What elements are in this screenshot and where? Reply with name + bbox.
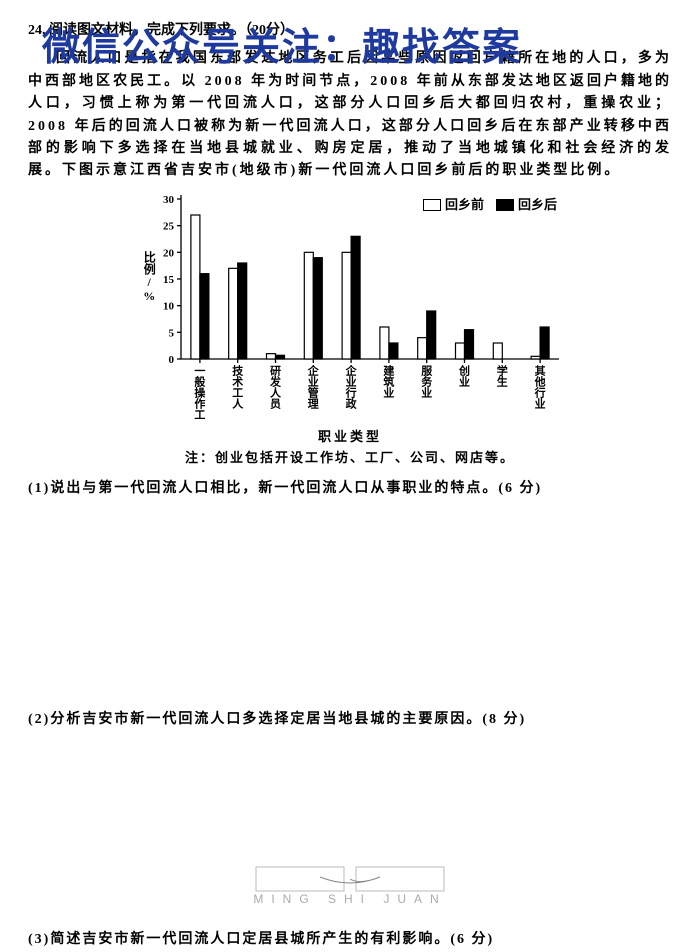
question-number: 24. 阅读图文材料，完成下列要求。（20分） (28, 20, 672, 42)
legend-item: 回乡后 (496, 195, 557, 216)
subquestion-1: (1)说出与第一代回流人口相比，新一代回流人口从事职业的特点。(6 分) (28, 478, 672, 500)
legend-item: 回乡前 (423, 195, 484, 216)
subquestion-3: (3)简述吉安市新一代回流人口定居县城所产生的有利影响。(6 分) (28, 929, 672, 951)
y-axis-label: 比例/% (139, 251, 158, 303)
legend-label: 回乡前 (445, 195, 484, 216)
category-label: 一般操作工 (193, 365, 204, 420)
chart-container: 0 5 10 15 20 25 30 一般操作工 技术工人 研发人员 企业管理 企业行政 建筑业 服务业 创… (28, 191, 672, 421)
svg-text:20: 20 (163, 247, 175, 259)
legend-swatch (423, 199, 441, 211)
answer-space-1 (28, 501, 672, 701)
x-axis-label: 职业类型 (28, 427, 672, 448)
chart-note: 注：创业包括开设工作坊、工厂、公司、网店等。 (28, 448, 672, 469)
legend-label: 回乡后 (518, 195, 557, 216)
svg-text:15: 15 (163, 274, 175, 286)
svg-text:10: 10 (163, 300, 175, 312)
bar-chart: 0 5 10 15 20 25 30 一般操作工 技术工人 研发人员 企业管理 企业行政 建筑业 服务业 创… (135, 191, 565, 421)
category-label: 企业行政 (344, 365, 355, 409)
legend-swatch (496, 199, 514, 211)
chart-legend: 回乡前 回乡后 (423, 195, 557, 216)
svg-text:5: 5 (169, 327, 175, 339)
category-label: 服务业 (420, 365, 431, 398)
category-label: 研发人员 (269, 365, 280, 409)
category-label: 技术工人 (231, 365, 242, 409)
category-label: 学生 (495, 365, 506, 387)
passage-text: 回流人口是指在我国东部发达地区务工后因某些原因返回户籍所在地的人口，多为中西部地… (28, 48, 672, 182)
svg-text:0: 0 (169, 354, 175, 366)
category-label: 企业管理 (306, 365, 317, 409)
category-label: 创业 (458, 365, 469, 387)
category-label: 其他行业 (533, 365, 544, 409)
footer-text: MING SHI JUAN (253, 890, 446, 909)
svg-text:25: 25 (163, 220, 175, 232)
category-label: 建筑业 (382, 365, 393, 398)
subquestion-2: (2)分析吉安市新一代回流人口多选择定居当地县城的主要原因。(8 分) (28, 709, 672, 731)
svg-text:30: 30 (163, 194, 175, 206)
